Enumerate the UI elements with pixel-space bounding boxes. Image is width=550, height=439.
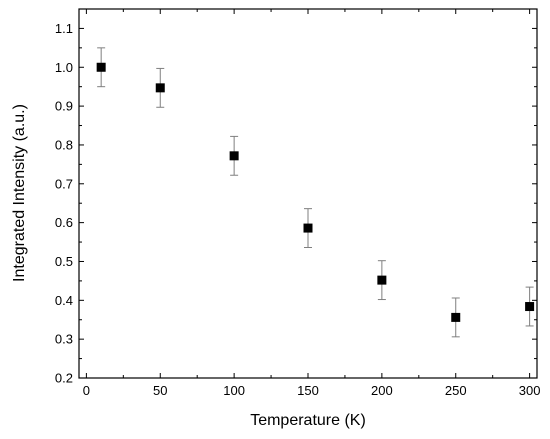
x-axis-title: Temperature (K) [250, 412, 366, 429]
x-tick-label: 200 [371, 383, 393, 398]
data-point [377, 275, 387, 285]
x-tick-label: 250 [445, 383, 467, 398]
x-tick-label: 300 [519, 383, 541, 398]
y-tick-label: 0.8 [55, 137, 73, 152]
data-point [303, 223, 313, 233]
y-axis-title: Integrated Intensity (a.u.) [11, 104, 28, 282]
data-point [525, 302, 535, 312]
data-point [229, 151, 239, 161]
y-tick-label: 0.3 [55, 332, 73, 347]
data-point [96, 62, 106, 72]
y-tick-label: 0.9 [55, 99, 73, 114]
data-layer [96, 47, 535, 338]
x-tick-label: 150 [297, 383, 319, 398]
y-tick-label: 1.1 [55, 21, 73, 36]
y-tick-label: 0.4 [55, 293, 73, 308]
y-tick-label: 1.0 [55, 60, 73, 75]
x-tick-label: 0 [83, 383, 90, 398]
y-tick-label: 0.7 [55, 176, 73, 191]
data-point [155, 83, 165, 93]
x-tick-label: 50 [153, 383, 167, 398]
y-tick-label: 0.5 [55, 254, 73, 269]
x-tick-label: 100 [223, 383, 245, 398]
data-point [451, 312, 461, 322]
y-tick-label: 0.6 [55, 215, 73, 230]
y-tick-label: 0.2 [55, 371, 73, 386]
axis-ticks: 0 50 100 150 200 250 300 0.2 0.3 0.4 0.5 0.6 0.7 0.8 0… [55, 9, 541, 398]
